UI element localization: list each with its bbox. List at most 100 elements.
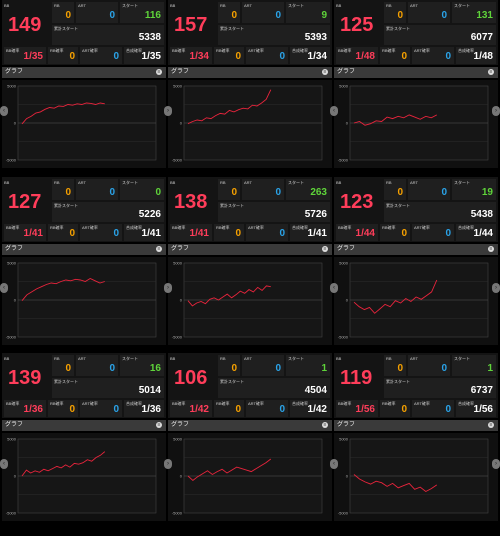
graph-title: グラフ (337, 422, 356, 428)
scroll-left-icon[interactable]: ‹ (330, 283, 338, 293)
rb-rate-cell-label: RB確率 (216, 48, 230, 53)
difference-line (353, 279, 438, 314)
total-start-cell: 累計スタート 5726 (218, 202, 330, 222)
graph-title: グラフ (171, 422, 190, 428)
bb-rate-cell: BB確率 1/36 (4, 400, 46, 417)
art-rate-cell-value: 0 (279, 51, 285, 62)
bb-label: BB (4, 180, 10, 185)
stats-panel: 125 BB RB 0 ART 0 スタート 131 累計スタート 6077 BB確率 1/48 RB確… (334, 0, 498, 65)
start-cell-value: 9 (321, 10, 327, 21)
start-cell-value: 16 (149, 363, 161, 374)
machine-unit: 125 BB RB 0 ART 0 スタート 131 累計スタート 6077 BB確率 1/48 RB確… (334, 0, 498, 170)
total-start-cell-label: 累計スタート (54, 26, 78, 31)
y-tick-label: 0 (180, 121, 183, 126)
rb-rate-cell-label: RB確率 (216, 401, 230, 406)
graph-area: 5000 0 -5000 (2, 80, 166, 168)
rb-cell-label: RB (386, 356, 392, 361)
bb-label: BB (4, 3, 10, 8)
scroll-right-icon[interactable]: › (492, 459, 500, 469)
machine-unit: 149 BB RB 0 ART 0 スタート 116 累計スタート 5338 BB確率 1/35 RB確… (2, 0, 166, 170)
art-cell-value: 0 (275, 187, 281, 198)
total-start-cell: 累計スタート 5226 (52, 202, 164, 222)
rb-cell-label: RB (220, 356, 226, 361)
graph-header: グラフ ≡ (334, 244, 498, 255)
bb-rate-cell-label: BB確率 (6, 48, 20, 53)
art-rate-cell: ART確率 0 (412, 400, 454, 417)
y-tick-label: -5000 (338, 511, 349, 516)
bb-count-big: 138 (174, 191, 208, 213)
graph-area: 5000 0 -5000 (334, 257, 498, 345)
graph-title: グラフ (171, 69, 190, 75)
y-tick-label: 0 (346, 298, 349, 303)
expand-icon[interactable]: ≡ (156, 246, 162, 252)
stats-panel: 119 BB RB 0 ART 0 スタート 1 累計スタート 6737 BB確率 1/56 RB確率 0… (334, 353, 498, 418)
y-tick-label: 0 (14, 474, 17, 479)
y-tick-label: 0 (180, 474, 183, 479)
total-start-cell-value: 6077 (470, 32, 493, 43)
scroll-left-icon[interactable]: ‹ (0, 459, 8, 469)
start-cell-label: スタート (122, 356, 138, 361)
scroll-right-icon[interactable]: › (164, 106, 172, 116)
scroll-left-icon[interactable]: ‹ (330, 106, 338, 116)
total-start-cell: 累計スタート 5393 (218, 25, 330, 45)
total-start-cell: 累計スタート 5338 (52, 25, 164, 45)
art-cell-value: 0 (109, 187, 115, 198)
expand-icon[interactable]: ≡ (488, 422, 494, 428)
art-cell: ART 0 (76, 2, 118, 23)
y-tick-label: 0 (14, 298, 17, 303)
total-start-cell-value: 5014 (138, 385, 161, 396)
combined-rate-cell-label: 合成確率 (292, 48, 308, 53)
graph-header: グラフ ≡ (168, 244, 332, 255)
combined-rate-cell: 合成確率 1/36 (124, 400, 164, 417)
rb-cell: RB 0 (52, 355, 74, 376)
graph-header: グラフ ≡ (2, 420, 166, 431)
y-tick-label: 0 (14, 121, 17, 126)
bb-label: BB (336, 356, 342, 361)
art-rate-cell-label: ART確率 (82, 401, 98, 406)
scroll-right-icon[interactable]: › (492, 106, 500, 116)
combined-rate-cell-value: 1/56 (473, 404, 493, 415)
slump-graph: 5000 0 -5000 (338, 261, 489, 340)
graph-title: グラフ (337, 69, 356, 75)
y-tick-label: 5000 (339, 261, 349, 266)
rb-cell-value: 0 (231, 363, 237, 374)
art-cell-value: 0 (441, 363, 447, 374)
combined-rate-cell: 合成確率 1/56 (456, 400, 496, 417)
graph-header: グラフ ≡ (334, 420, 498, 431)
expand-icon[interactable]: ≡ (322, 422, 328, 428)
expand-icon[interactable]: ≡ (156, 69, 162, 75)
expand-icon[interactable]: ≡ (156, 422, 162, 428)
combined-rate-cell-label: 合成確率 (126, 48, 142, 53)
expand-icon[interactable]: ≡ (322, 246, 328, 252)
expand-icon[interactable]: ≡ (488, 246, 494, 252)
difference-line (353, 114, 438, 126)
bb-rate-cell-label: BB確率 (338, 225, 352, 230)
rb-rate-cell-value: 0 (401, 228, 407, 239)
total-start-cell-value: 5393 (304, 32, 327, 43)
art-rate-cell-label: ART確率 (414, 401, 430, 406)
bb-rate-cell-value: 1/36 (23, 404, 43, 415)
machine-unit: 139 BB RB 0 ART 0 スタート 16 累計スタート 5014 BB確率 1/36 RB確率… (2, 353, 166, 523)
art-rate-cell-label: ART確率 (82, 225, 98, 230)
total-start-cell: 累計スタート 6077 (384, 25, 496, 45)
art-rate-cell: ART確率 0 (80, 224, 122, 241)
expand-icon[interactable]: ≡ (322, 69, 328, 75)
scroll-right-icon[interactable]: › (492, 283, 500, 293)
difference-line (21, 451, 106, 477)
art-cell-label: ART (244, 180, 252, 185)
bb-rate-cell-value: 1/35 (23, 51, 43, 62)
start-cell-label: スタート (122, 180, 138, 185)
scroll-left-icon[interactable]: ‹ (0, 283, 8, 293)
bb-label: BB (336, 3, 342, 8)
start-cell-label: スタート (122, 3, 138, 8)
combined-rate-cell-value: 1/41 (141, 228, 161, 239)
rb-rate-cell-label: RB確率 (50, 48, 64, 53)
scroll-right-icon[interactable]: › (164, 283, 172, 293)
total-start-cell-value: 5226 (138, 209, 161, 220)
scroll-left-icon[interactable]: ‹ (0, 106, 8, 116)
scroll-right-icon[interactable]: › (164, 459, 172, 469)
difference-line (187, 89, 272, 125)
scroll-left-icon[interactable]: ‹ (330, 459, 338, 469)
expand-icon[interactable]: ≡ (488, 69, 494, 75)
y-tick-label: 5000 (339, 437, 349, 442)
